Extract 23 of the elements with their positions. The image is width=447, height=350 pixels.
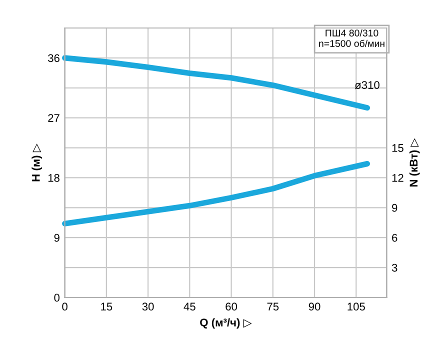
x-axis-title: Q (м³/ч) ▷ <box>200 318 252 329</box>
x-tick-label: 105 <box>348 302 365 311</box>
annotation: ПШ4 80/310 n=1500 об/мин <box>319 29 384 47</box>
x-tick-label: 15 <box>101 302 112 311</box>
y2-tick-label: 3 <box>392 264 398 272</box>
x-tick-label: 45 <box>184 302 196 311</box>
x-tick-label: 30 <box>142 302 154 311</box>
y2-tick-label: 9 <box>392 204 398 212</box>
y-tick-label: 18 <box>48 174 60 182</box>
annotation: ø310 <box>354 81 380 90</box>
y2-axis-title: N (кВт) ▷ <box>409 138 420 187</box>
y-tick-label: 36 <box>48 54 60 62</box>
y-tick-label: 0 <box>54 294 60 302</box>
x-tick-label: 60 <box>226 302 238 311</box>
x-tick-label: 90 <box>308 302 320 311</box>
y-tick-label: 9 <box>54 234 60 242</box>
x-tick-label: 75 <box>267 302 279 311</box>
y2-tick-label: 6 <box>392 234 398 242</box>
y2-tick-label: 15 <box>392 144 404 152</box>
x-tick-label: 0 <box>62 302 68 311</box>
y-tick-label: 27 <box>48 114 60 122</box>
y2-tick-label: 12 <box>392 174 404 182</box>
y-axis-title: H (м) ▷ <box>32 144 42 182</box>
